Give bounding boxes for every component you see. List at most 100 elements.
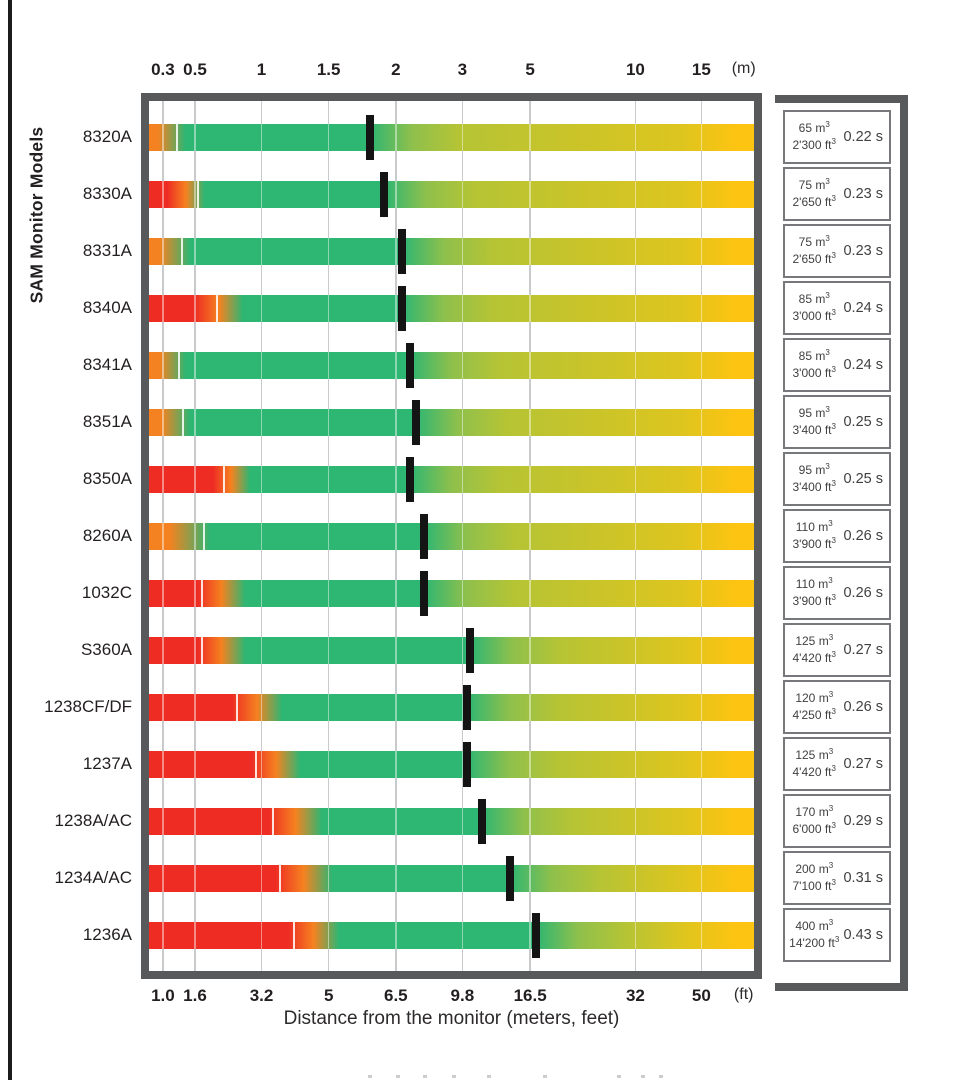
bar-gridline-overlay <box>327 579 330 607</box>
bar-gridline-overlay <box>634 807 637 835</box>
distance-bar-1234A/AC <box>149 855 754 901</box>
bar-gridline-overlay <box>327 465 330 493</box>
bar-gridline-overlay <box>194 465 196 493</box>
bar-gridline-overlay <box>260 351 263 379</box>
print-artifact <box>543 1075 547 1078</box>
x-axis-top-tick-label: 3 <box>457 60 468 79</box>
bar-gridline-overlay <box>162 864 164 892</box>
bar-gridline-overlay <box>700 408 703 436</box>
superscript-3: 3 <box>831 422 836 431</box>
bar-gridline-overlay <box>529 579 531 607</box>
bar-gridline-overlay <box>634 693 637 721</box>
print-artifact <box>396 1075 400 1078</box>
model-label-8340A: 8340A <box>82 298 132 317</box>
bar-gridline-overlay <box>327 180 330 208</box>
bar-gridline-overlay <box>461 294 464 322</box>
superscript-3: 3 <box>831 878 836 887</box>
volume-m3-value: 85 <box>798 349 813 364</box>
bar-gridline-overlay <box>327 351 330 379</box>
distance-bar-1238A/AC <box>149 798 754 844</box>
print-artifact <box>452 1075 456 1078</box>
volume-ft3: 3'900 ft3 <box>792 536 836 552</box>
response-time-value: 0.27 <box>843 642 872 658</box>
volume-m3: 95 m3 <box>798 462 830 478</box>
bar-gridline-overlay <box>260 237 263 265</box>
superscript-3: 3 <box>831 650 836 659</box>
info-panel-frame: 65 m3 2'300 ft3 0.22 s 75 m3 2'650 ft3 0.23 s… <box>775 95 908 991</box>
bar-gridline-overlay <box>260 465 263 493</box>
bar-gridline-overlay <box>162 522 164 550</box>
bar-gridline-overlay <box>327 636 330 664</box>
x-axis-top-tick-label: 0.5 <box>183 60 207 79</box>
bar-gridline-overlay <box>260 921 263 949</box>
volume-m3-value: 75 <box>798 235 813 250</box>
volume-m3: 65 m3 <box>798 120 830 136</box>
bar-gridline-overlay <box>162 750 164 778</box>
volume-m3-value: 125 <box>795 748 816 763</box>
y-axis-title: SAM Monitor Models <box>26 126 47 304</box>
distance-marker <box>466 627 475 673</box>
bar-gridline-overlay <box>700 579 703 607</box>
print-artifact <box>423 1075 427 1078</box>
bar-gridline-overlay <box>634 636 637 664</box>
spec-box-8340A: 85 m3 3'000 ft3 0.24 s <box>783 281 891 335</box>
volume-ft3: 2'650 ft3 <box>792 194 836 210</box>
distance-marker <box>405 456 414 502</box>
x-axis-top-tick-label: 2 <box>391 60 401 79</box>
print-artifact <box>487 1075 491 1078</box>
distance-bar-1238CF/DF <box>149 684 754 730</box>
bar-gridline-overlay <box>700 636 703 664</box>
bar-gridline-overlay <box>260 750 263 778</box>
volume-m3: 75 m3 <box>798 234 830 250</box>
response-time: 0.25 s <box>843 471 883 487</box>
response-time-value: 0.43 <box>843 927 872 943</box>
volume-m3-value: 400 <box>795 919 816 934</box>
bar-gridline-overlay <box>162 807 164 835</box>
response-time-value: 0.23 <box>843 186 872 202</box>
bar-gridline-overlay <box>461 180 464 208</box>
x-axis-top-tick-label: 1.5 <box>316 60 341 79</box>
bar-gridline-overlay <box>194 294 196 322</box>
distance-bar-8341A <box>149 342 754 388</box>
volume-ft3: 3'400 ft3 <box>792 422 836 438</box>
superscript-3: 3 <box>825 348 830 358</box>
bar-gridline-overlay <box>395 408 397 436</box>
distance-bar-8350A <box>149 456 754 502</box>
volume-ft3-value: 3'000 <box>792 309 822 323</box>
bar-gridline-overlay <box>529 807 531 835</box>
response-time: 0.26 s <box>843 585 883 601</box>
x-axis-bottom-tick-label: 32 <box>625 986 645 1005</box>
bar-gridline-overlay <box>162 237 164 265</box>
bar-gridline-overlay <box>529 636 531 664</box>
response-time: 0.27 s <box>843 756 883 772</box>
response-time: 0.26 s <box>843 528 883 544</box>
distance-marker <box>398 228 407 274</box>
volume-ft3-value: 3'000 <box>792 366 822 380</box>
spec-box-8330A: 75 m3 2'650 ft3 0.23 s <box>783 167 891 221</box>
volume-ft3-value: 7'100 <box>792 879 822 893</box>
volume-m3: 120 m3 <box>795 690 834 706</box>
volume-m3: 200 m3 <box>795 861 834 877</box>
x-axis-top-tick-label: 0.3 <box>151 60 175 79</box>
bar-gridline-overlay <box>327 123 330 151</box>
bar-gridline-overlay <box>700 351 703 379</box>
bar-gridline-overlay <box>260 579 263 607</box>
volume-m3-value: 200 <box>795 862 816 877</box>
volume-m3: 125 m3 <box>795 633 834 649</box>
bar-gridline-overlay <box>700 693 703 721</box>
bar-gridline-overlay <box>700 123 703 151</box>
volume-ft3: 3'900 ft3 <box>792 593 836 609</box>
bar-gridline-overlay <box>395 921 397 949</box>
x-axis-bottom-tick-label: 1.6 <box>183 986 207 1005</box>
superscript-3: 3 <box>831 365 836 374</box>
bar-gridline-overlay <box>194 123 196 151</box>
distance-bar-8260A <box>149 513 754 559</box>
model-label-1238A/AC: 1238A/AC <box>54 811 133 830</box>
zone-divider <box>222 465 225 493</box>
bar-gridline-overlay <box>327 693 330 721</box>
volume-m3-value: 95 <box>798 406 813 421</box>
x-axis-bottom-unit-label: (ft) <box>733 986 754 1003</box>
bar-gridline-overlay <box>395 465 397 493</box>
bar-gridline-overlay <box>461 693 464 721</box>
response-time: 0.29 s <box>843 813 883 829</box>
